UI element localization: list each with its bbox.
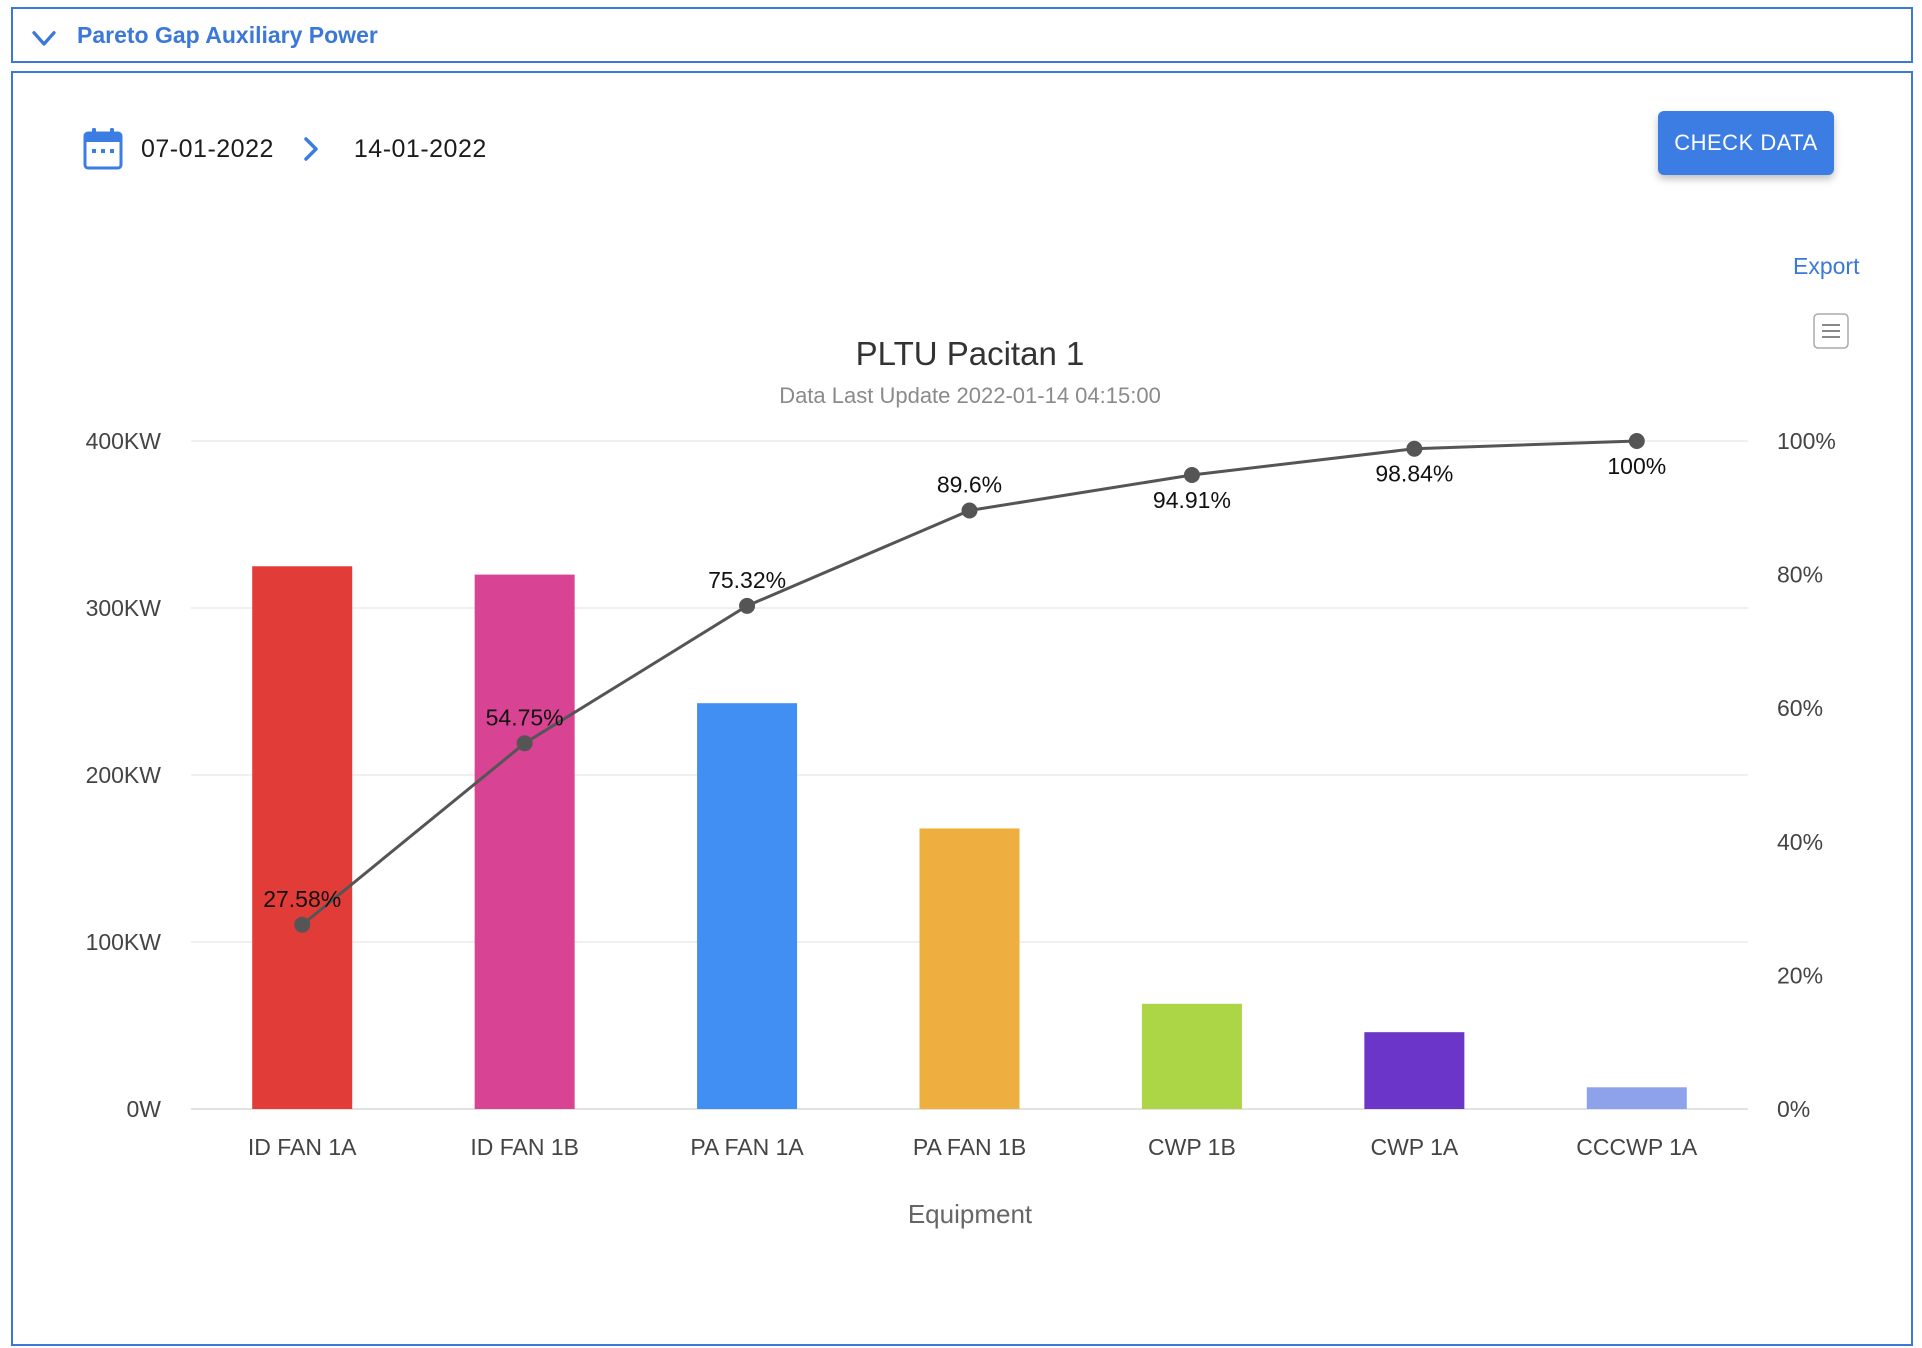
cumulative-point xyxy=(1406,440,1423,457)
x-axis-tick-label: PA FAN 1B xyxy=(913,1134,1026,1160)
bar xyxy=(919,828,1020,1109)
start-date[interactable]: 07-01-2022 xyxy=(141,134,274,163)
calendar-icon[interactable] xyxy=(83,128,123,170)
y2-axis-tick-label: 100% xyxy=(1777,428,1836,454)
y2-axis-tick-label: 60% xyxy=(1777,695,1823,721)
y-axis-tick-label: 400KW xyxy=(86,428,162,454)
cumulative-point xyxy=(516,735,533,752)
panel-header[interactable]: Pareto Gap Auxiliary Power xyxy=(11,7,1913,63)
y-axis-tick-label: 300KW xyxy=(86,595,162,621)
chart-title: PLTU Pacitan 1 xyxy=(856,335,1085,372)
hamburger-menu-icon[interactable] xyxy=(1813,313,1849,349)
y2-axis-tick-label: 40% xyxy=(1777,829,1823,855)
bar xyxy=(474,574,575,1109)
y-axis-tick-label: 200KW xyxy=(86,762,162,788)
chevron-right-icon xyxy=(304,137,318,161)
x-axis-tick-label: CWP 1A xyxy=(1370,1134,1458,1160)
date-range: 07-01-2022 14-01-2022 xyxy=(83,125,487,173)
axes: 0W 100KW 200KW 300KW 400KW 0% 20% 40% 60% 80% 100%… xyxy=(86,428,1836,1160)
check-data-button[interactable]: CHECK DATA xyxy=(1658,111,1834,175)
export-link[interactable]: Export xyxy=(1793,253,1860,279)
chevron-down-icon[interactable] xyxy=(29,24,59,54)
cumulative-data-label: 89.6% xyxy=(937,471,1002,497)
bar xyxy=(1141,1003,1242,1109)
x-axis-tick-label: ID FAN 1B xyxy=(470,1134,579,1160)
y2-axis-tick-label: 80% xyxy=(1777,562,1823,588)
y2-axis-tick-label: 20% xyxy=(1777,962,1823,988)
cumulative-line-series: 27.58% 54.75% 75.32% 89.6% 94.91% 98.84% 100% xyxy=(263,433,1666,933)
cumulative-point xyxy=(1183,467,1200,484)
bar-series xyxy=(252,566,1687,1109)
pareto-chart: PLTU Pacitan 1 Data Last Update 2022-01-… xyxy=(86,335,1836,1229)
end-date[interactable]: 14-01-2022 xyxy=(353,134,487,163)
cumulative-data-label: 100% xyxy=(1607,453,1666,479)
cumulative-data-label: 75.32% xyxy=(708,567,786,593)
cumulative-point xyxy=(1628,433,1645,449)
x-axis-tick-label: CCCWP 1A xyxy=(1576,1134,1698,1160)
bar xyxy=(697,703,798,1109)
cumulative-point xyxy=(739,597,756,614)
cumulative-data-label: 98.84% xyxy=(1375,461,1453,487)
bar xyxy=(1586,1087,1687,1109)
cumulative-data-label: 94.91% xyxy=(1153,487,1231,513)
bar xyxy=(252,566,353,1109)
cumulative-data-label: 27.58% xyxy=(263,886,341,912)
x-axis-tick-label: PA FAN 1A xyxy=(690,1134,804,1160)
y2-axis-tick-label: 0% xyxy=(1777,1096,1810,1122)
chart-subtitle: Data Last Update 2022-01-14 04:15:00 xyxy=(779,383,1161,408)
y-axis-tick-label: 0W xyxy=(127,1096,162,1122)
x-axis-tick-label: ID FAN 1A xyxy=(248,1134,357,1160)
x-axis-tick-label: CWP 1B xyxy=(1148,1134,1236,1160)
panel-title: Pareto Gap Auxiliary Power xyxy=(77,21,378,48)
bar xyxy=(1364,1032,1465,1109)
panel-body: 07-01-2022 14-01-2022 CHECK DATA Export … xyxy=(11,71,1913,1346)
cumulative-point xyxy=(961,502,978,519)
cumulative-point xyxy=(294,916,311,933)
x-axis-title: Equipment xyxy=(908,1199,1033,1229)
cumulative-data-label: 54.75% xyxy=(486,704,564,730)
y-axis-tick-label: 100KW xyxy=(86,929,162,955)
